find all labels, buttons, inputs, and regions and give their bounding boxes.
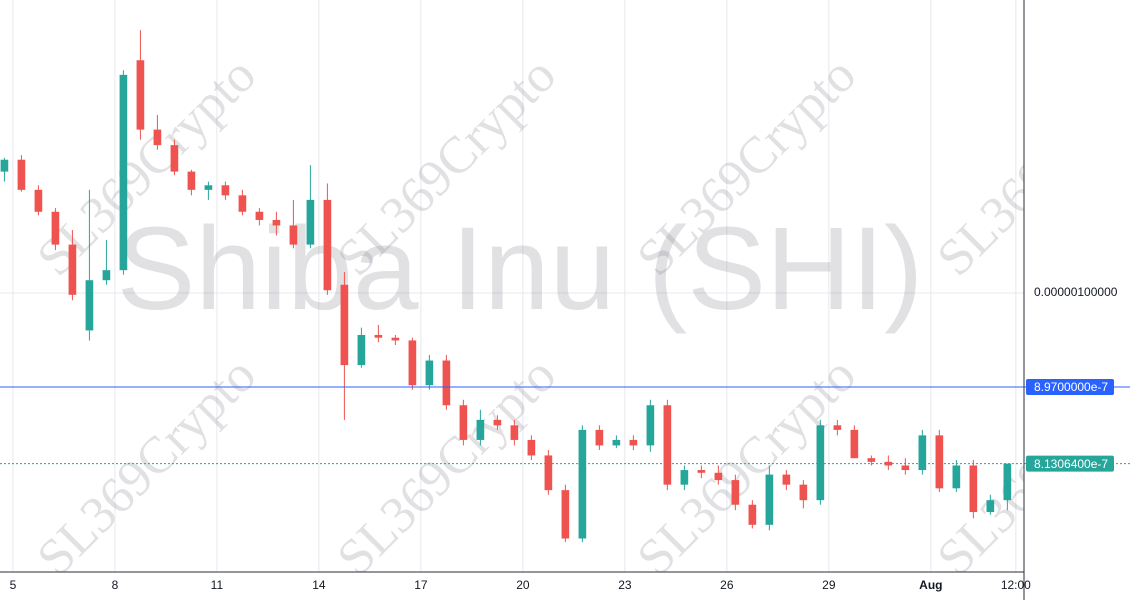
candle-body bbox=[901, 465, 910, 471]
candle-body bbox=[595, 429, 604, 446]
candle-body bbox=[765, 474, 774, 525]
candle-body bbox=[221, 185, 230, 196]
candle-body bbox=[663, 405, 672, 485]
candle-body bbox=[68, 244, 77, 295]
candle-body bbox=[391, 337, 400, 341]
candle-body bbox=[340, 284, 349, 366]
candle-body bbox=[969, 465, 978, 513]
x-tick-label: 29 bbox=[822, 578, 836, 592]
candle-body bbox=[561, 490, 570, 539]
candle-body bbox=[850, 429, 859, 459]
candle-body bbox=[272, 219, 281, 226]
candle-body bbox=[425, 360, 434, 386]
candle-body bbox=[986, 500, 995, 513]
x-tick-label: 12:00 bbox=[1001, 578, 1031, 592]
candle-body bbox=[323, 199, 332, 291]
candle-body bbox=[952, 465, 961, 489]
candle-body bbox=[697, 470, 706, 473]
candle-body bbox=[493, 419, 502, 426]
candle-body bbox=[867, 458, 876, 462]
candle-body bbox=[119, 74, 128, 271]
price-label: 8.1306400e-7 bbox=[1034, 457, 1108, 471]
candle-body bbox=[255, 211, 264, 220]
candle-body bbox=[170, 145, 179, 172]
x-tick-label: 14 bbox=[312, 578, 326, 592]
candle-body bbox=[153, 129, 162, 146]
candle-body bbox=[102, 270, 111, 281]
candle-body bbox=[1003, 463, 1012, 501]
candle-body bbox=[799, 484, 808, 501]
y-tick-label: 0.00000100000 bbox=[1034, 285, 1118, 299]
candle-body bbox=[731, 480, 740, 505]
candle-body bbox=[646, 405, 655, 446]
candle-body bbox=[408, 340, 417, 386]
x-tick-label: 20 bbox=[516, 578, 530, 592]
candle-body bbox=[714, 472, 723, 481]
candle-body bbox=[442, 360, 451, 406]
candle-body bbox=[357, 334, 366, 366]
candle-body bbox=[17, 159, 26, 190]
candle-body bbox=[527, 439, 536, 456]
candle-body bbox=[612, 439, 621, 446]
candle-body bbox=[136, 60, 145, 130]
price-label-box bbox=[1026, 455, 1114, 472]
candle-body bbox=[85, 280, 94, 331]
candle-body bbox=[918, 435, 927, 471]
x-tick-label: 26 bbox=[720, 578, 734, 592]
candle-body bbox=[0, 159, 9, 172]
candle-body bbox=[833, 425, 842, 430]
candle-body bbox=[374, 334, 383, 338]
candle-body bbox=[680, 470, 689, 485]
price-label-box bbox=[1026, 378, 1114, 395]
candle-body bbox=[306, 199, 315, 245]
x-tick-label: 23 bbox=[618, 578, 632, 592]
candle-body bbox=[238, 195, 247, 212]
candle-body bbox=[782, 474, 791, 485]
watermark: Shiba Inu (SHI) bbox=[117, 203, 924, 335]
candle-body bbox=[476, 419, 485, 440]
candle-body bbox=[51, 211, 60, 245]
candle-body bbox=[748, 504, 757, 525]
x-tick-label: 5 bbox=[10, 578, 17, 592]
candle-body bbox=[935, 435, 944, 489]
candle-body bbox=[510, 425, 519, 440]
x-tick-label: 8 bbox=[112, 578, 119, 592]
x-tick-label: 17 bbox=[414, 578, 428, 592]
x-tick-label: Aug bbox=[919, 578, 942, 592]
candle-body bbox=[629, 439, 638, 446]
candle-body bbox=[204, 185, 213, 190]
x-tick-label: 11 bbox=[211, 578, 224, 592]
candle-body bbox=[34, 189, 43, 212]
candle-body bbox=[816, 425, 825, 501]
candle-body bbox=[459, 405, 468, 440]
candle-body bbox=[187, 171, 196, 190]
price-label: 8.9700000e-7 bbox=[1034, 380, 1108, 394]
candle-body bbox=[544, 455, 553, 491]
candle-body bbox=[578, 429, 587, 539]
candle-body bbox=[289, 225, 298, 245]
